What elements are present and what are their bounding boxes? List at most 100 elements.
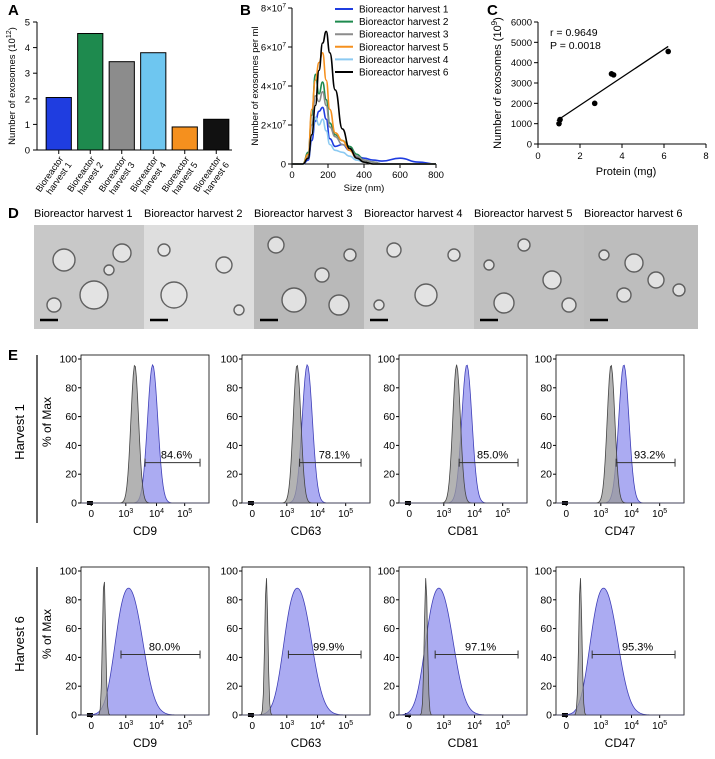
vesicle-shape bbox=[624, 253, 644, 273]
legend-label: Bioreactor harvest 6 bbox=[359, 68, 449, 79]
y-tick-label: 20 bbox=[383, 681, 395, 693]
y-tick-label: 6000 bbox=[511, 18, 532, 29]
x-tick-label: 105 bbox=[177, 720, 192, 732]
x-tick-label: 105 bbox=[652, 508, 667, 520]
isotype-histogram bbox=[399, 364, 527, 504]
y-tick-label: 100 bbox=[220, 354, 238, 366]
bar bbox=[45, 97, 72, 151]
y-tick-label: 0 bbox=[71, 710, 77, 722]
y-tick-label: 80 bbox=[65, 594, 77, 606]
y-tick-label: 2×107 bbox=[261, 120, 286, 132]
x-tick-label: 800 bbox=[428, 170, 444, 181]
y-tick-label: 80 bbox=[65, 382, 77, 394]
isotype-histogram bbox=[242, 578, 370, 716]
flow-cytometry-panel: Harvest 1 % of Max 0 20 40 60 80 100 0 103 104 105 C… bbox=[12, 354, 685, 750]
isotype-histogram bbox=[81, 581, 209, 716]
bar bbox=[171, 126, 198, 151]
data-point bbox=[665, 48, 671, 55]
y-axis-label: Number of exosomes per ml bbox=[250, 26, 261, 145]
micrograph-texture bbox=[590, 249, 686, 322]
y-tick-label: 80 bbox=[226, 594, 238, 606]
x-tick-label: 0 bbox=[563, 509, 569, 520]
data-point bbox=[557, 116, 563, 123]
data-point bbox=[610, 72, 617, 78]
bar bbox=[203, 118, 230, 151]
y-tick-label: 0 bbox=[281, 160, 286, 171]
panel-label-d: D bbox=[8, 205, 19, 222]
vesicle-shape bbox=[79, 280, 109, 310]
y-axis-label: % of Max bbox=[40, 397, 54, 447]
y-tick-label: 60 bbox=[540, 411, 552, 423]
y-tick-label: 3000 bbox=[511, 79, 532, 90]
x-tick-label: Bioreactorharvest 6 bbox=[191, 154, 231, 199]
series-line bbox=[292, 106, 437, 165]
y-tick-label: 40 bbox=[540, 652, 552, 664]
isotype-histogram bbox=[81, 364, 209, 504]
isotype-histogram bbox=[556, 364, 684, 504]
micrograph-title: Bioreactor harvest 2 bbox=[144, 208, 243, 220]
marker-label: CD81 bbox=[448, 736, 479, 750]
y-tick-label: 0 bbox=[546, 710, 552, 722]
vesicle-shape bbox=[542, 270, 562, 290]
vesicle-shape bbox=[328, 294, 350, 316]
marker-label: CD47 bbox=[605, 736, 636, 750]
tem-micrograph-image bbox=[364, 225, 478, 329]
x-tick-label: 105 bbox=[495, 508, 510, 520]
gate-percentage: 93.2% bbox=[634, 450, 665, 462]
bar bbox=[140, 52, 167, 151]
legend-label: Bioreactor harvest 2 bbox=[359, 17, 449, 28]
isotype-histogram bbox=[556, 578, 684, 716]
y-axis-label: Number of exosomes (109) bbox=[490, 17, 504, 149]
micrograph-texture bbox=[260, 236, 357, 322]
bar bbox=[77, 33, 104, 151]
size-distribution-line-chart: 0 2×107 4×107 6×107 8×107 0 200 400 600 800 Size (… bbox=[250, 3, 449, 195]
micrograph-texture bbox=[370, 242, 461, 322]
x-tick-label: 0 bbox=[289, 170, 294, 181]
micrograph-panel: Bioreactor harvest 1 Bioreactor harvest 2… bbox=[0, 205, 715, 335]
gate-percentage: 80.0% bbox=[149, 642, 180, 654]
protein-correlation-scatter-chart: 0 1000 2000 3000 4000 5000 6000 0 2 4 6 8 Protein (m… bbox=[490, 17, 709, 178]
vesicle-shape bbox=[517, 238, 531, 252]
gate-percentage: 78.1% bbox=[319, 450, 350, 462]
x-tick-label: 0 bbox=[249, 721, 255, 732]
vesicle-shape bbox=[157, 243, 171, 257]
x-tick-label: 0 bbox=[88, 509, 94, 520]
x-tick-label: 400 bbox=[356, 170, 372, 181]
x-tick-label: Bioreactorharvest 1 bbox=[34, 154, 74, 199]
y-tick-label: 2000 bbox=[511, 99, 532, 110]
vesicle-shape bbox=[281, 287, 307, 313]
vesicle-shape bbox=[414, 283, 438, 307]
vesicle-shape bbox=[52, 248, 76, 272]
marker-label: CD47 bbox=[605, 524, 636, 538]
y-tick-label: 80 bbox=[226, 382, 238, 394]
y-tick-label: 0 bbox=[232, 498, 238, 510]
y-tick-label: 0 bbox=[389, 710, 395, 722]
r-annotation: r = 0.9649 bbox=[550, 27, 598, 39]
vesicle-shape bbox=[647, 271, 665, 289]
panel-label-c: C bbox=[487, 2, 498, 19]
vesicle-shape bbox=[483, 259, 495, 271]
micrograph-title: Bioreactor harvest 1 bbox=[34, 208, 133, 220]
y-tick-label: 60 bbox=[540, 623, 552, 635]
x-tick-label: 0 bbox=[406, 509, 412, 520]
tem-micrograph-image bbox=[34, 225, 148, 329]
micrograph-texture bbox=[40, 243, 132, 322]
panel-label-e: E bbox=[8, 347, 19, 364]
y-tick-label: 40 bbox=[65, 652, 77, 664]
gate-percentage: 99.9% bbox=[313, 642, 344, 654]
x-tick-label: Bioreactorharvest 2 bbox=[65, 154, 105, 199]
marker-label: CD63 bbox=[291, 736, 322, 750]
y-tick-label: 1 bbox=[25, 120, 30, 131]
y-tick-label: 60 bbox=[226, 623, 238, 635]
micrograph-texture bbox=[480, 238, 577, 322]
x-axis-label: Protein (mg) bbox=[596, 166, 657, 178]
legend-label: Bioreactor harvest 4 bbox=[359, 55, 449, 66]
y-tick-label: 60 bbox=[65, 411, 77, 423]
tem-micrograph-image bbox=[584, 225, 698, 329]
vesicle-shape bbox=[598, 249, 610, 261]
x-tick-label: 104 bbox=[149, 720, 164, 732]
y-tick-label: 4 bbox=[25, 43, 30, 54]
vesicle-shape bbox=[616, 287, 632, 303]
vesicle-shape bbox=[112, 243, 132, 263]
gate-percentage: 97.1% bbox=[465, 642, 496, 654]
